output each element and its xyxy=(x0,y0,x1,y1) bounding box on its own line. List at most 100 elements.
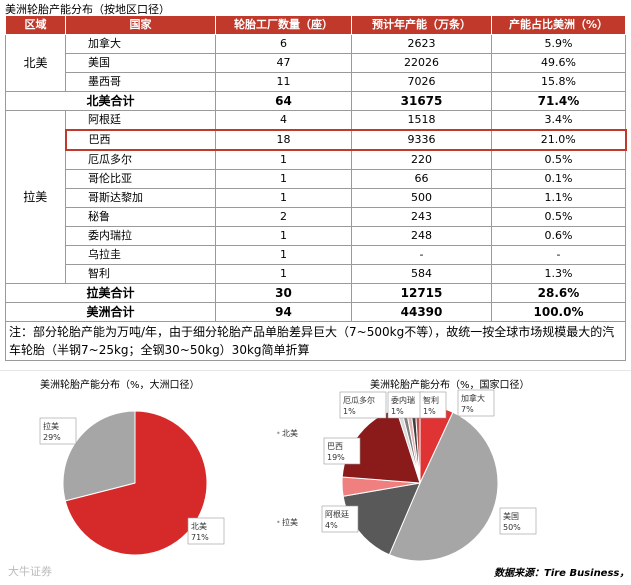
slice-label-argentina: 阿根廷 4% xyxy=(321,505,359,533)
share-cell: 0.1% xyxy=(491,169,626,189)
svg-text:1%: 1% xyxy=(423,407,436,416)
table-row: 墨西哥 11 7026 15.8% xyxy=(6,72,626,92)
north-america-total-row: 北美合计 64 31675 71.4% xyxy=(5,91,626,111)
header-share: 产能占比美洲（%） xyxy=(491,15,626,35)
note-row: 注：部分轮胎产能为万吨/年，由于细分轮胎产品单胎差异巨大（7~500kg不等），… xyxy=(5,321,626,361)
grand-total-row: 美洲合计 94 44390 100.0% xyxy=(5,302,626,322)
share-cell: 49.6% xyxy=(491,53,626,73)
svg-text:加拿大: 加拿大 xyxy=(461,393,485,403)
share-cell: 15.8% xyxy=(491,72,626,92)
capacity-cell: 243 xyxy=(351,207,492,227)
table-row: 乌拉圭 1 - - xyxy=(6,245,626,265)
continent-pie-title: 美洲轮胎产能分布（%，大洲口径） xyxy=(40,380,200,391)
country-pie-chart: • 北美• 拉美加拿大7%美国50%巴西19%阿根廷4%厄瓜多尔1%委内瑞1%智利1… xyxy=(276,389,537,562)
total-label: 北美合计 xyxy=(5,91,216,111)
capacity-cell: 2623 xyxy=(351,34,492,54)
country-pie-title: 美洲轮胎产能分布（%，国家口径） xyxy=(370,380,530,391)
share-cell: 5.9% xyxy=(491,34,626,54)
total-share: 28.6% xyxy=(491,283,626,303)
svg-text:1%: 1% xyxy=(343,407,356,416)
total-label: 拉美合计 xyxy=(5,283,216,303)
slice-label-latin-america: 拉美 29% xyxy=(39,417,77,445)
pie-slice-墨西哥 xyxy=(342,482,421,556)
capacity-cell: 584 xyxy=(351,264,492,284)
country-cell: 委内瑞拉 xyxy=(65,226,216,246)
capacity-cell: - xyxy=(351,245,492,265)
capacity-cell: 66 xyxy=(351,169,492,189)
svg-text:1%: 1% xyxy=(391,407,404,416)
svg-text:拉美: 拉美 xyxy=(43,421,59,431)
factories-cell: 47 xyxy=(215,53,352,73)
country-cell: 厄瓜多尔 xyxy=(65,149,216,170)
total-label: 美洲合计 xyxy=(5,302,216,322)
svg-text:北美: 北美 xyxy=(282,428,298,438)
pie-slice-拉美 xyxy=(62,410,136,502)
factories-cell: 1 xyxy=(215,264,352,284)
total-share: 71.4% xyxy=(491,91,626,111)
factories-cell: 1 xyxy=(215,245,352,265)
total-capacity: 31675 xyxy=(351,91,492,111)
total-capacity: 44390 xyxy=(351,302,492,322)
slice-label-chile: 智利 1% xyxy=(419,391,447,419)
country-cell: 秘鲁 xyxy=(65,207,216,227)
svg-text:4%: 4% xyxy=(325,521,338,530)
continent-pie-chart: 北美 71% 拉美 29% xyxy=(39,410,225,556)
region-north-america: 北美 xyxy=(5,34,66,92)
divider xyxy=(0,370,631,371)
capacity-cell: 248 xyxy=(351,226,492,246)
share-cell: 3.4% xyxy=(491,110,626,131)
country-cell: 墨西哥 xyxy=(65,72,216,92)
slice-label-usa: 美国 50% xyxy=(499,507,537,535)
factories-cell: 6 xyxy=(215,34,352,54)
svg-text:19%: 19% xyxy=(327,453,345,462)
slice-label-ecuador: 厄瓜多尔 1% xyxy=(339,391,387,419)
svg-text:拉美: 拉美 xyxy=(282,517,298,527)
total-factories: 94 xyxy=(215,302,352,322)
table-row: 智利 1 584 1.3% xyxy=(6,264,626,284)
share-cell: 1.1% xyxy=(491,188,626,208)
share-cell: 0.5% xyxy=(491,207,626,227)
capacity-cell: 500 xyxy=(351,188,492,208)
table-row-highlighted: 巴西 18 9336 21.0% xyxy=(6,129,627,151)
svg-text:•: • xyxy=(276,518,281,527)
factories-cell: 1 xyxy=(215,169,352,189)
table-row: 北美 加拿大 6 2623 5.9% xyxy=(5,34,626,92)
country-cell: 乌拉圭 xyxy=(65,245,216,265)
factories-cell: 1 xyxy=(215,188,352,208)
capacity-cell: 7026 xyxy=(351,72,492,92)
factories-cell: 18 xyxy=(215,129,352,151)
svg-text:巴西: 巴西 xyxy=(327,442,343,451)
header-country: 国家 xyxy=(65,15,216,35)
table-header-row: 区域 国家 轮胎工厂数量（座） 预计年产能（万条） 产能占比美洲（%） xyxy=(5,15,626,35)
table-row: 拉美 阿根廷 4 1518 3.4% xyxy=(5,110,626,284)
table-note: 注：部分轮胎产能为万吨/年，由于细分轮胎产品单胎差异巨大（7~500kg不等），… xyxy=(5,321,626,361)
factories-cell: 1 xyxy=(215,226,352,246)
total-factories: 30 xyxy=(215,283,352,303)
region-latin-america: 拉美 xyxy=(5,110,66,284)
svg-text:智利: 智利 xyxy=(423,395,439,405)
country-cell: 哥伦比亚 xyxy=(65,169,216,189)
country-cell: 美国 xyxy=(65,53,216,73)
slice-label-venezuela: 委内瑞 1% xyxy=(387,391,425,419)
svg-text:委内瑞: 委内瑞 xyxy=(391,395,415,405)
factories-cell: 1 xyxy=(215,149,352,170)
factories-cell: 4 xyxy=(215,110,352,131)
pie-slice-美国 xyxy=(388,411,499,562)
total-capacity: 12715 xyxy=(351,283,492,303)
factories-cell: 11 xyxy=(215,72,352,92)
header-factories: 轮胎工厂数量（座） xyxy=(215,15,352,35)
table-caption: 美洲轮胎产能分布（按地区口径） xyxy=(5,3,170,16)
table-row: 哥伦比亚 1 66 0.1% xyxy=(6,169,626,189)
table-row: 哥斯达黎加 1 500 1.1% xyxy=(6,188,626,208)
svg-text:71%: 71% xyxy=(191,533,209,542)
legend-item: • 北美 xyxy=(276,428,298,438)
total-share: 100.0% xyxy=(491,302,626,322)
total-factories: 64 xyxy=(215,91,352,111)
capacity-cell: 22026 xyxy=(351,53,492,73)
capacity-cell: 220 xyxy=(351,149,492,170)
watermark-text: 大牛证券 xyxy=(8,565,52,578)
slice-label-brazil: 巴西 19% xyxy=(323,437,361,465)
legend-item: • 拉美 xyxy=(276,517,298,527)
svg-text:•: • xyxy=(276,429,281,438)
header-capacity: 预计年产能（万条） xyxy=(351,15,492,35)
